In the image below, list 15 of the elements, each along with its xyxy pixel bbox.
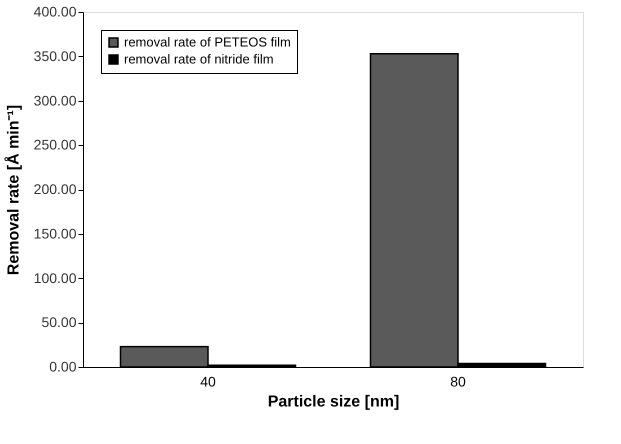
y-tick-label: 250.00 <box>34 136 77 153</box>
legend-label: removal rate of PETEOS film <box>124 34 291 50</box>
y-tick-label: 300.00 <box>34 92 77 108</box>
y-tick-label: 200.00 <box>34 181 77 197</box>
y-tick-label: 50.00 <box>41 314 77 330</box>
x-tick-label: 40 <box>200 374 216 390</box>
y-tick-label: 100.00 <box>34 270 77 286</box>
legend-label: removal rate of nitride film <box>124 52 274 66</box>
x-axis-title: Particle size [nm] <box>268 394 400 410</box>
y-tick-label: 400.00 <box>34 4 77 20</box>
y-tick-label: 350.00 <box>34 48 77 64</box>
y-tick-label: 0.00 <box>49 358 77 374</box>
x-tick-label: 80 <box>450 374 466 390</box>
y-tick-label: 150.00 <box>34 225 77 242</box>
y-axis-title: Removal rate [Å min⁻¹] <box>4 104 23 276</box>
